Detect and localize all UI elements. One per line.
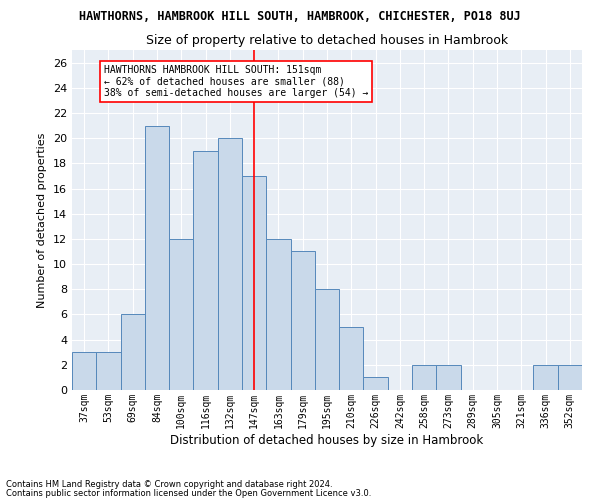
Bar (242, 176, 266, 390)
Bar (315, 290, 339, 390)
Title: Size of property relative to detached houses in Hambrook: Size of property relative to detached ho… (146, 34, 508, 48)
Bar (145, 126, 169, 390)
Bar (96, 352, 121, 390)
Bar (266, 239, 290, 390)
Text: HAWTHORNS, HAMBROOK HILL SOUTH, HAMBROOK, CHICHESTER, PO18 8UJ: HAWTHORNS, HAMBROOK HILL SOUTH, HAMBROOK… (79, 10, 521, 23)
X-axis label: Distribution of detached houses by size in Hambrook: Distribution of detached houses by size … (170, 434, 484, 446)
Bar (558, 365, 582, 390)
Bar (290, 252, 315, 390)
Text: Contains HM Land Registry data © Crown copyright and database right 2024.: Contains HM Land Registry data © Crown c… (6, 480, 332, 489)
Text: HAWTHORNS HAMBROOK HILL SOUTH: 151sqm
← 62% of detached houses are smaller (88)
: HAWTHORNS HAMBROOK HILL SOUTH: 151sqm ← … (104, 65, 368, 98)
Bar (412, 365, 436, 390)
Bar (218, 138, 242, 390)
Bar (533, 365, 558, 390)
Text: Contains public sector information licensed under the Open Government Licence v3: Contains public sector information licen… (6, 488, 371, 498)
Bar (193, 150, 218, 390)
Bar (339, 327, 364, 390)
Y-axis label: Number of detached properties: Number of detached properties (37, 132, 47, 308)
Bar (121, 314, 145, 390)
Bar (436, 365, 461, 390)
Bar (364, 378, 388, 390)
Bar (169, 239, 193, 390)
Bar (72, 352, 96, 390)
